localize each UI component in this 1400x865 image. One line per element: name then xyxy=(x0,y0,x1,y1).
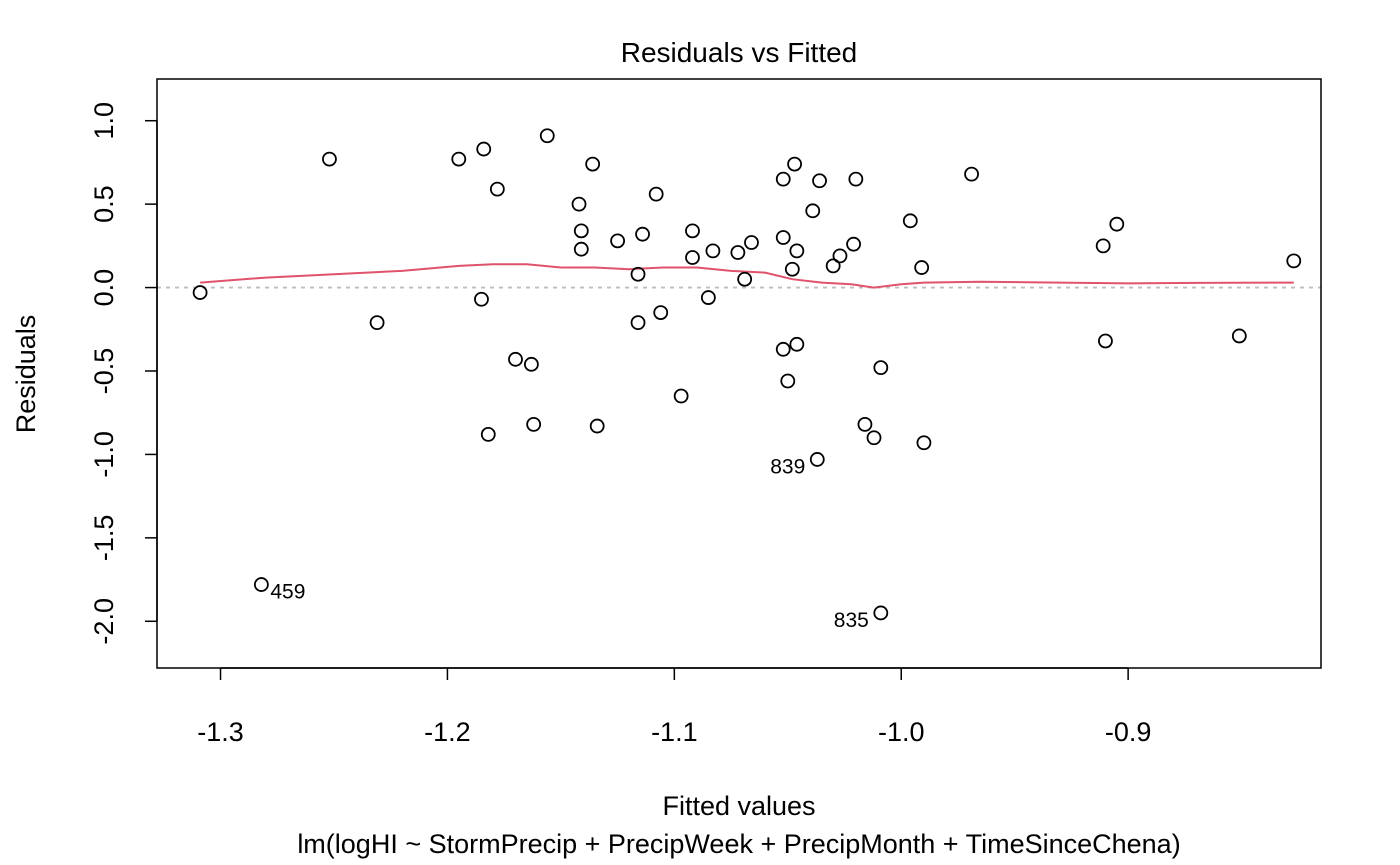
points-layer xyxy=(192,128,1302,621)
data-point xyxy=(775,341,791,357)
data-point xyxy=(916,435,932,451)
data-point xyxy=(630,315,646,331)
data-point xyxy=(705,243,721,259)
smooth-line xyxy=(200,263,1294,289)
data-point xyxy=(805,203,821,219)
data-point xyxy=(730,245,746,260)
data-point xyxy=(789,336,805,352)
data-point xyxy=(809,452,825,467)
data-point xyxy=(873,605,889,621)
y-axis: -2.0 -1.5 -1.0 -0.5 0.0 0.5 1.0 xyxy=(89,102,158,645)
data-point xyxy=(253,577,269,592)
data-point xyxy=(866,430,882,446)
data-point xyxy=(775,230,791,245)
y-tick-label: 0.5 xyxy=(89,185,119,223)
data-point xyxy=(635,226,650,242)
data-point xyxy=(571,196,587,212)
data-point xyxy=(1286,253,1302,269)
data-point xyxy=(914,260,930,275)
data-point xyxy=(523,356,539,372)
data-point xyxy=(480,427,496,442)
data-point xyxy=(846,236,861,252)
data-point xyxy=(685,250,700,265)
data-point xyxy=(508,351,523,367)
y-tick-label: 0.0 xyxy=(89,269,119,307)
data-point xyxy=(780,373,796,389)
data-point xyxy=(700,290,716,305)
data-point xyxy=(1095,238,1111,254)
point-labels-layer: 459 839 835 xyxy=(270,455,868,632)
data-point xyxy=(369,315,385,331)
data-point xyxy=(192,285,208,300)
x-tick-label: -0.9 xyxy=(1105,717,1152,747)
data-point xyxy=(589,418,605,434)
point-label-459: 459 xyxy=(270,581,305,604)
data-point xyxy=(787,156,802,172)
y-tick-label: -0.5 xyxy=(89,348,119,395)
x-axis-label: Fitted values xyxy=(662,791,815,821)
data-point xyxy=(964,166,979,182)
data-point xyxy=(653,305,669,320)
data-point xyxy=(744,235,759,250)
y-axis-label: Residuals xyxy=(11,315,41,434)
data-point xyxy=(685,223,700,239)
chart-title: Residuals vs Fitted xyxy=(621,37,858,68)
data-point xyxy=(630,266,646,282)
data-point xyxy=(789,243,805,259)
data-point xyxy=(610,233,626,249)
data-point xyxy=(1098,333,1113,349)
y-tick-label: -1.5 xyxy=(89,515,119,562)
data-point xyxy=(322,151,337,167)
point-label-839: 839 xyxy=(770,455,805,478)
x-tick-label: -1.1 xyxy=(651,717,698,747)
data-point xyxy=(648,186,664,202)
x-tick-label: -1.0 xyxy=(878,717,925,747)
data-point xyxy=(857,416,873,432)
y-tick-label: 1.0 xyxy=(89,102,119,140)
data-point xyxy=(825,258,841,274)
data-point xyxy=(451,151,467,167)
y-tick-label: -1.0 xyxy=(89,431,119,478)
data-point xyxy=(573,241,589,257)
data-point xyxy=(737,271,753,287)
data-point xyxy=(1231,328,1247,344)
model-formula-subtitle: lm(logHI ~ StormPrecip + PrecipWeek + Pr… xyxy=(297,829,1180,859)
point-label-835: 835 xyxy=(834,609,869,632)
x-tick-label: -1.3 xyxy=(197,717,244,747)
data-point xyxy=(476,141,492,157)
data-point xyxy=(585,156,601,172)
data-point xyxy=(1109,216,1125,232)
data-point xyxy=(848,171,864,187)
data-point xyxy=(539,128,555,144)
x-axis: -1.3 -1.2 -1.1 -1.0 -0.9 xyxy=(197,667,1152,747)
data-point xyxy=(573,223,589,239)
data-point xyxy=(812,173,827,189)
data-point xyxy=(775,171,791,187)
data-point xyxy=(526,416,542,432)
y-tick-label: -2.0 xyxy=(89,598,119,645)
data-point xyxy=(489,181,505,197)
data-point xyxy=(902,213,918,229)
data-point xyxy=(784,261,800,277)
data-point xyxy=(873,360,889,376)
x-tick-label: -1.2 xyxy=(424,717,471,747)
data-point xyxy=(832,248,848,264)
smooth-line-layer xyxy=(200,263,1294,289)
plot-frame xyxy=(156,78,1322,669)
data-point xyxy=(673,388,689,404)
data-point xyxy=(474,291,489,307)
